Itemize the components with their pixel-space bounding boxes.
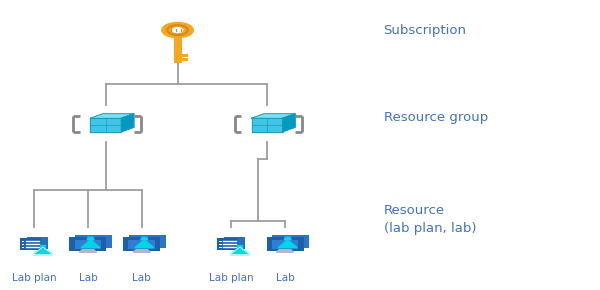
Polygon shape xyxy=(91,114,134,118)
Polygon shape xyxy=(278,240,297,248)
Polygon shape xyxy=(133,250,151,252)
Text: Lab: Lab xyxy=(275,273,295,283)
Text: Lab plan: Lab plan xyxy=(209,273,254,283)
Polygon shape xyxy=(33,247,53,255)
FancyBboxPatch shape xyxy=(20,238,41,251)
Polygon shape xyxy=(81,240,100,248)
FancyBboxPatch shape xyxy=(22,246,25,248)
Text: Lab: Lab xyxy=(133,273,151,283)
FancyBboxPatch shape xyxy=(22,244,25,245)
Polygon shape xyxy=(238,245,242,247)
Circle shape xyxy=(173,28,182,32)
FancyBboxPatch shape xyxy=(70,238,107,251)
Text: Resource
(lab plan, lab): Resource (lab plan, lab) xyxy=(383,204,476,235)
Text: Lab plan: Lab plan xyxy=(12,273,56,283)
FancyBboxPatch shape xyxy=(75,235,112,248)
Polygon shape xyxy=(230,247,250,255)
Text: Resource group: Resource group xyxy=(383,111,488,124)
FancyBboxPatch shape xyxy=(219,246,221,248)
FancyBboxPatch shape xyxy=(272,240,298,249)
Polygon shape xyxy=(121,114,134,132)
FancyBboxPatch shape xyxy=(219,240,221,242)
FancyBboxPatch shape xyxy=(27,237,48,249)
FancyBboxPatch shape xyxy=(219,244,221,245)
FancyBboxPatch shape xyxy=(123,238,160,251)
FancyBboxPatch shape xyxy=(181,58,188,61)
Polygon shape xyxy=(277,250,294,252)
Polygon shape xyxy=(284,237,291,240)
FancyBboxPatch shape xyxy=(74,240,101,249)
Polygon shape xyxy=(91,118,121,132)
Polygon shape xyxy=(251,114,295,118)
FancyBboxPatch shape xyxy=(224,237,245,249)
Text: Subscription: Subscription xyxy=(383,23,467,37)
FancyBboxPatch shape xyxy=(217,238,238,251)
FancyBboxPatch shape xyxy=(129,235,166,248)
Text: Lab: Lab xyxy=(79,273,97,283)
FancyBboxPatch shape xyxy=(181,54,188,57)
Polygon shape xyxy=(141,237,148,240)
FancyBboxPatch shape xyxy=(272,235,309,248)
FancyBboxPatch shape xyxy=(266,238,304,251)
Polygon shape xyxy=(135,240,154,248)
Circle shape xyxy=(162,23,193,38)
FancyBboxPatch shape xyxy=(22,240,25,242)
Polygon shape xyxy=(251,118,283,132)
Polygon shape xyxy=(87,237,94,240)
Polygon shape xyxy=(40,245,46,247)
Polygon shape xyxy=(79,250,97,252)
FancyBboxPatch shape xyxy=(173,37,182,63)
Polygon shape xyxy=(283,114,295,132)
FancyBboxPatch shape xyxy=(128,240,155,249)
